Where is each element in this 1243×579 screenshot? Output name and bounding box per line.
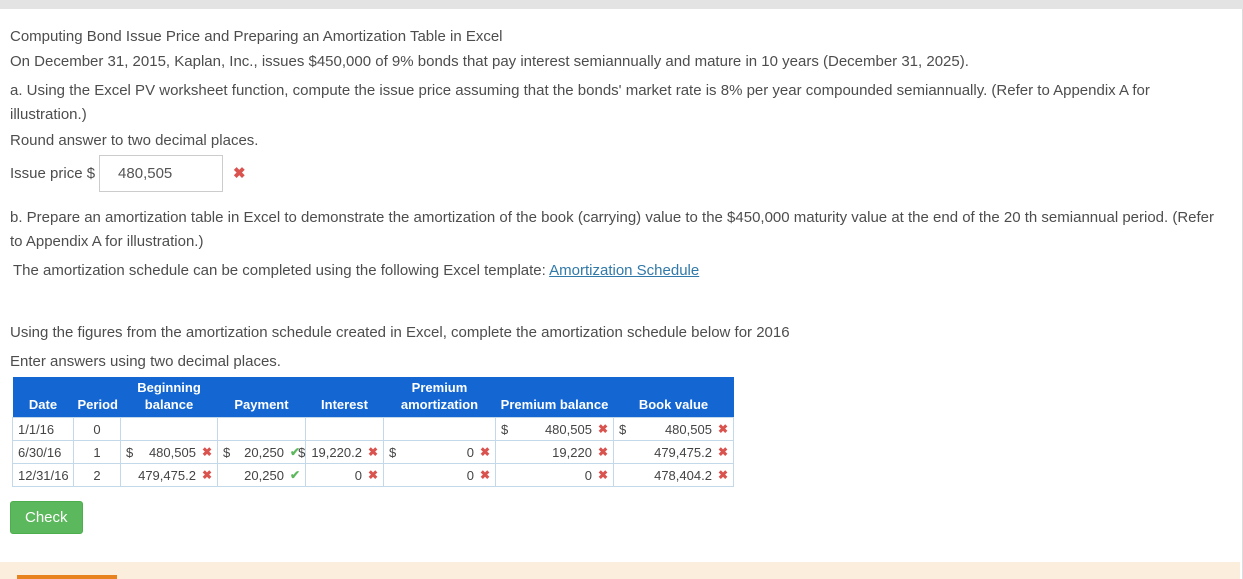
incorrect-icon: ✖ <box>597 468 608 482</box>
column-header: Beginning balance <box>120 377 218 418</box>
amortization-schedule-link[interactable]: Amortization Schedule <box>549 262 700 279</box>
part-a-instructions: a. Using the Excel PV worksheet function… <box>10 82 1150 123</box>
column-header: Date <box>12 377 74 418</box>
correct-icon: ✔ <box>289 468 300 482</box>
answer-value: 0 <box>584 467 592 483</box>
answer-value: 478,404.2 <box>654 467 712 483</box>
column-header: Period <box>73 377 121 418</box>
answer-cell[interactable]: 20,250 ✔ <box>217 463 306 487</box>
answer-cell[interactable]: $20,250 ✔ <box>217 440 306 464</box>
date-cell: 1/1/16 <box>12 417 74 441</box>
exercise-content: Computing Bond Issue Price and Preparing… <box>0 9 1242 534</box>
answer-cell[interactable]: $480,505 ✖ <box>120 440 218 464</box>
answer-cell[interactable]: $19,220.2 ✖ <box>298 440 384 464</box>
answer-cell[interactable]: 0 ✖ <box>305 463 384 487</box>
issue-price-label: Issue price $ <box>10 164 96 182</box>
table-row: 1/1/16 0 $480,505 ✖ $480,505 ✖ <box>12 417 734 441</box>
column-header: Payment <box>217 377 306 418</box>
footer-band <box>0 562 1240 579</box>
table-row: 12/31/16 2 479,475.2 ✖ 20,250 ✔ 0 ✖ 0 ✖ 0 ✖ 478,404.… <box>12 463 734 487</box>
incorrect-icon: ✖ <box>479 468 490 482</box>
column-header: Interest <box>305 377 384 418</box>
answer-cell[interactable]: $480,505 ✖ <box>495 417 614 441</box>
answer-cell[interactable]: 479,475.2 ✖ <box>613 440 734 464</box>
top-divider-bar <box>0 0 1243 9</box>
part-b-instructions: b. Prepare an amortization table in Exce… <box>10 209 1215 250</box>
answer-cell[interactable]: $0 ✖ <box>383 440 496 464</box>
template-text: The amortization schedule can be complet… <box>13 262 550 279</box>
answer-cell[interactable]: 479,475.2 ✖ <box>120 463 218 487</box>
dollar-sign: $ <box>389 444 397 460</box>
incorrect-icon: ✖ <box>717 468 728 482</box>
empty-cell <box>305 417 384 441</box>
check-button[interactable]: Check <box>10 501 83 534</box>
incorrect-icon: ✖ <box>717 445 728 459</box>
enter-answers-note: Enter answers using two decimal places. <box>10 353 281 370</box>
answer-cell[interactable]: 0 ✖ <box>495 463 614 487</box>
dollar-sign: $ <box>501 421 509 437</box>
incorrect-icon: ✖ <box>597 445 608 459</box>
date-cell: 12/31/16 <box>12 463 74 487</box>
template-line: The amortization schedule can be complet… <box>10 259 1232 282</box>
answer-value: 479,475.2 <box>654 444 712 460</box>
column-header: Book value <box>613 377 734 418</box>
rounding-note: Round answer to two decimal places. <box>10 132 259 149</box>
empty-cell <box>383 417 496 441</box>
incorrect-icon: ✖ <box>233 165 246 182</box>
exercise-title: Computing Bond Issue Price and Preparing… <box>10 28 503 45</box>
answer-cell[interactable]: 478,404.2 ✖ <box>613 463 734 487</box>
empty-cell <box>217 417 306 441</box>
date-cell: 6/30/16 <box>12 440 74 464</box>
incorrect-icon: ✖ <box>201 445 212 459</box>
answer-cell[interactable]: $480,505 ✖ <box>613 417 734 441</box>
problem-statement: On December 31, 2015, Kaplan, Inc., issu… <box>10 53 969 70</box>
amortization-table: Date Period Beginning balance Payment Intere… <box>12 377 734 487</box>
dollar-sign: $ <box>619 421 627 437</box>
answer-value: 479,475.2 <box>138 467 196 483</box>
answer-value: 19,220 <box>552 444 592 460</box>
issue-price-input[interactable] <box>99 154 224 192</box>
period-cell: 2 <box>73 463 121 487</box>
answer-value: 480,505 <box>664 421 712 437</box>
answer-value: 0 <box>354 467 362 483</box>
answer-value: 480,505 <box>544 421 592 437</box>
issue-price-row: Issue price $ ✖ <box>10 154 1232 192</box>
footer-accent-bar <box>17 575 117 579</box>
incorrect-icon: ✖ <box>201 468 212 482</box>
answer-value: 20,250 <box>244 467 284 483</box>
incorrect-icon: ✖ <box>597 422 608 436</box>
answer-value: 20,250 <box>244 444 284 460</box>
incorrect-icon: ✖ <box>367 468 378 482</box>
table-header: Date Period Beginning balance Payment Intere… <box>12 377 734 418</box>
table-row: 6/30/16 1 $480,505 ✖ $20,250 ✔ $19,220.2 ✖ $0 ✖ 19… <box>12 440 734 464</box>
table-header-row: Date Period Beginning balance Payment Intere… <box>12 377 734 418</box>
dollar-sign: $ <box>223 444 231 460</box>
period-cell: 0 <box>73 417 121 441</box>
answer-value: 0 <box>466 467 474 483</box>
incorrect-icon: ✖ <box>717 422 728 436</box>
answer-cell[interactable]: 0 ✖ <box>383 463 496 487</box>
dollar-sign: $ <box>298 444 306 460</box>
answer-value: 0 <box>466 444 474 460</box>
incorrect-icon: ✖ <box>367 445 378 459</box>
answer-value: 19,220.2 <box>311 444 362 460</box>
column-header: Premium balance <box>495 377 614 418</box>
empty-cell <box>120 417 218 441</box>
correct-icon: ✔ <box>289 445 300 459</box>
schedule-intro: Using the figures from the amortization … <box>10 324 790 341</box>
table-body: 1/1/16 0 $480,505 ✖ $480,505 ✖ 6/30/16 1 $480,50… <box>12 417 734 487</box>
dollar-sign: $ <box>126 444 134 460</box>
answer-value: 480,505 <box>148 444 196 460</box>
answer-cell[interactable]: 19,220 ✖ <box>495 440 614 464</box>
incorrect-icon: ✖ <box>479 445 490 459</box>
column-header: Premium amortization <box>383 377 496 418</box>
period-cell: 1 <box>73 440 121 464</box>
